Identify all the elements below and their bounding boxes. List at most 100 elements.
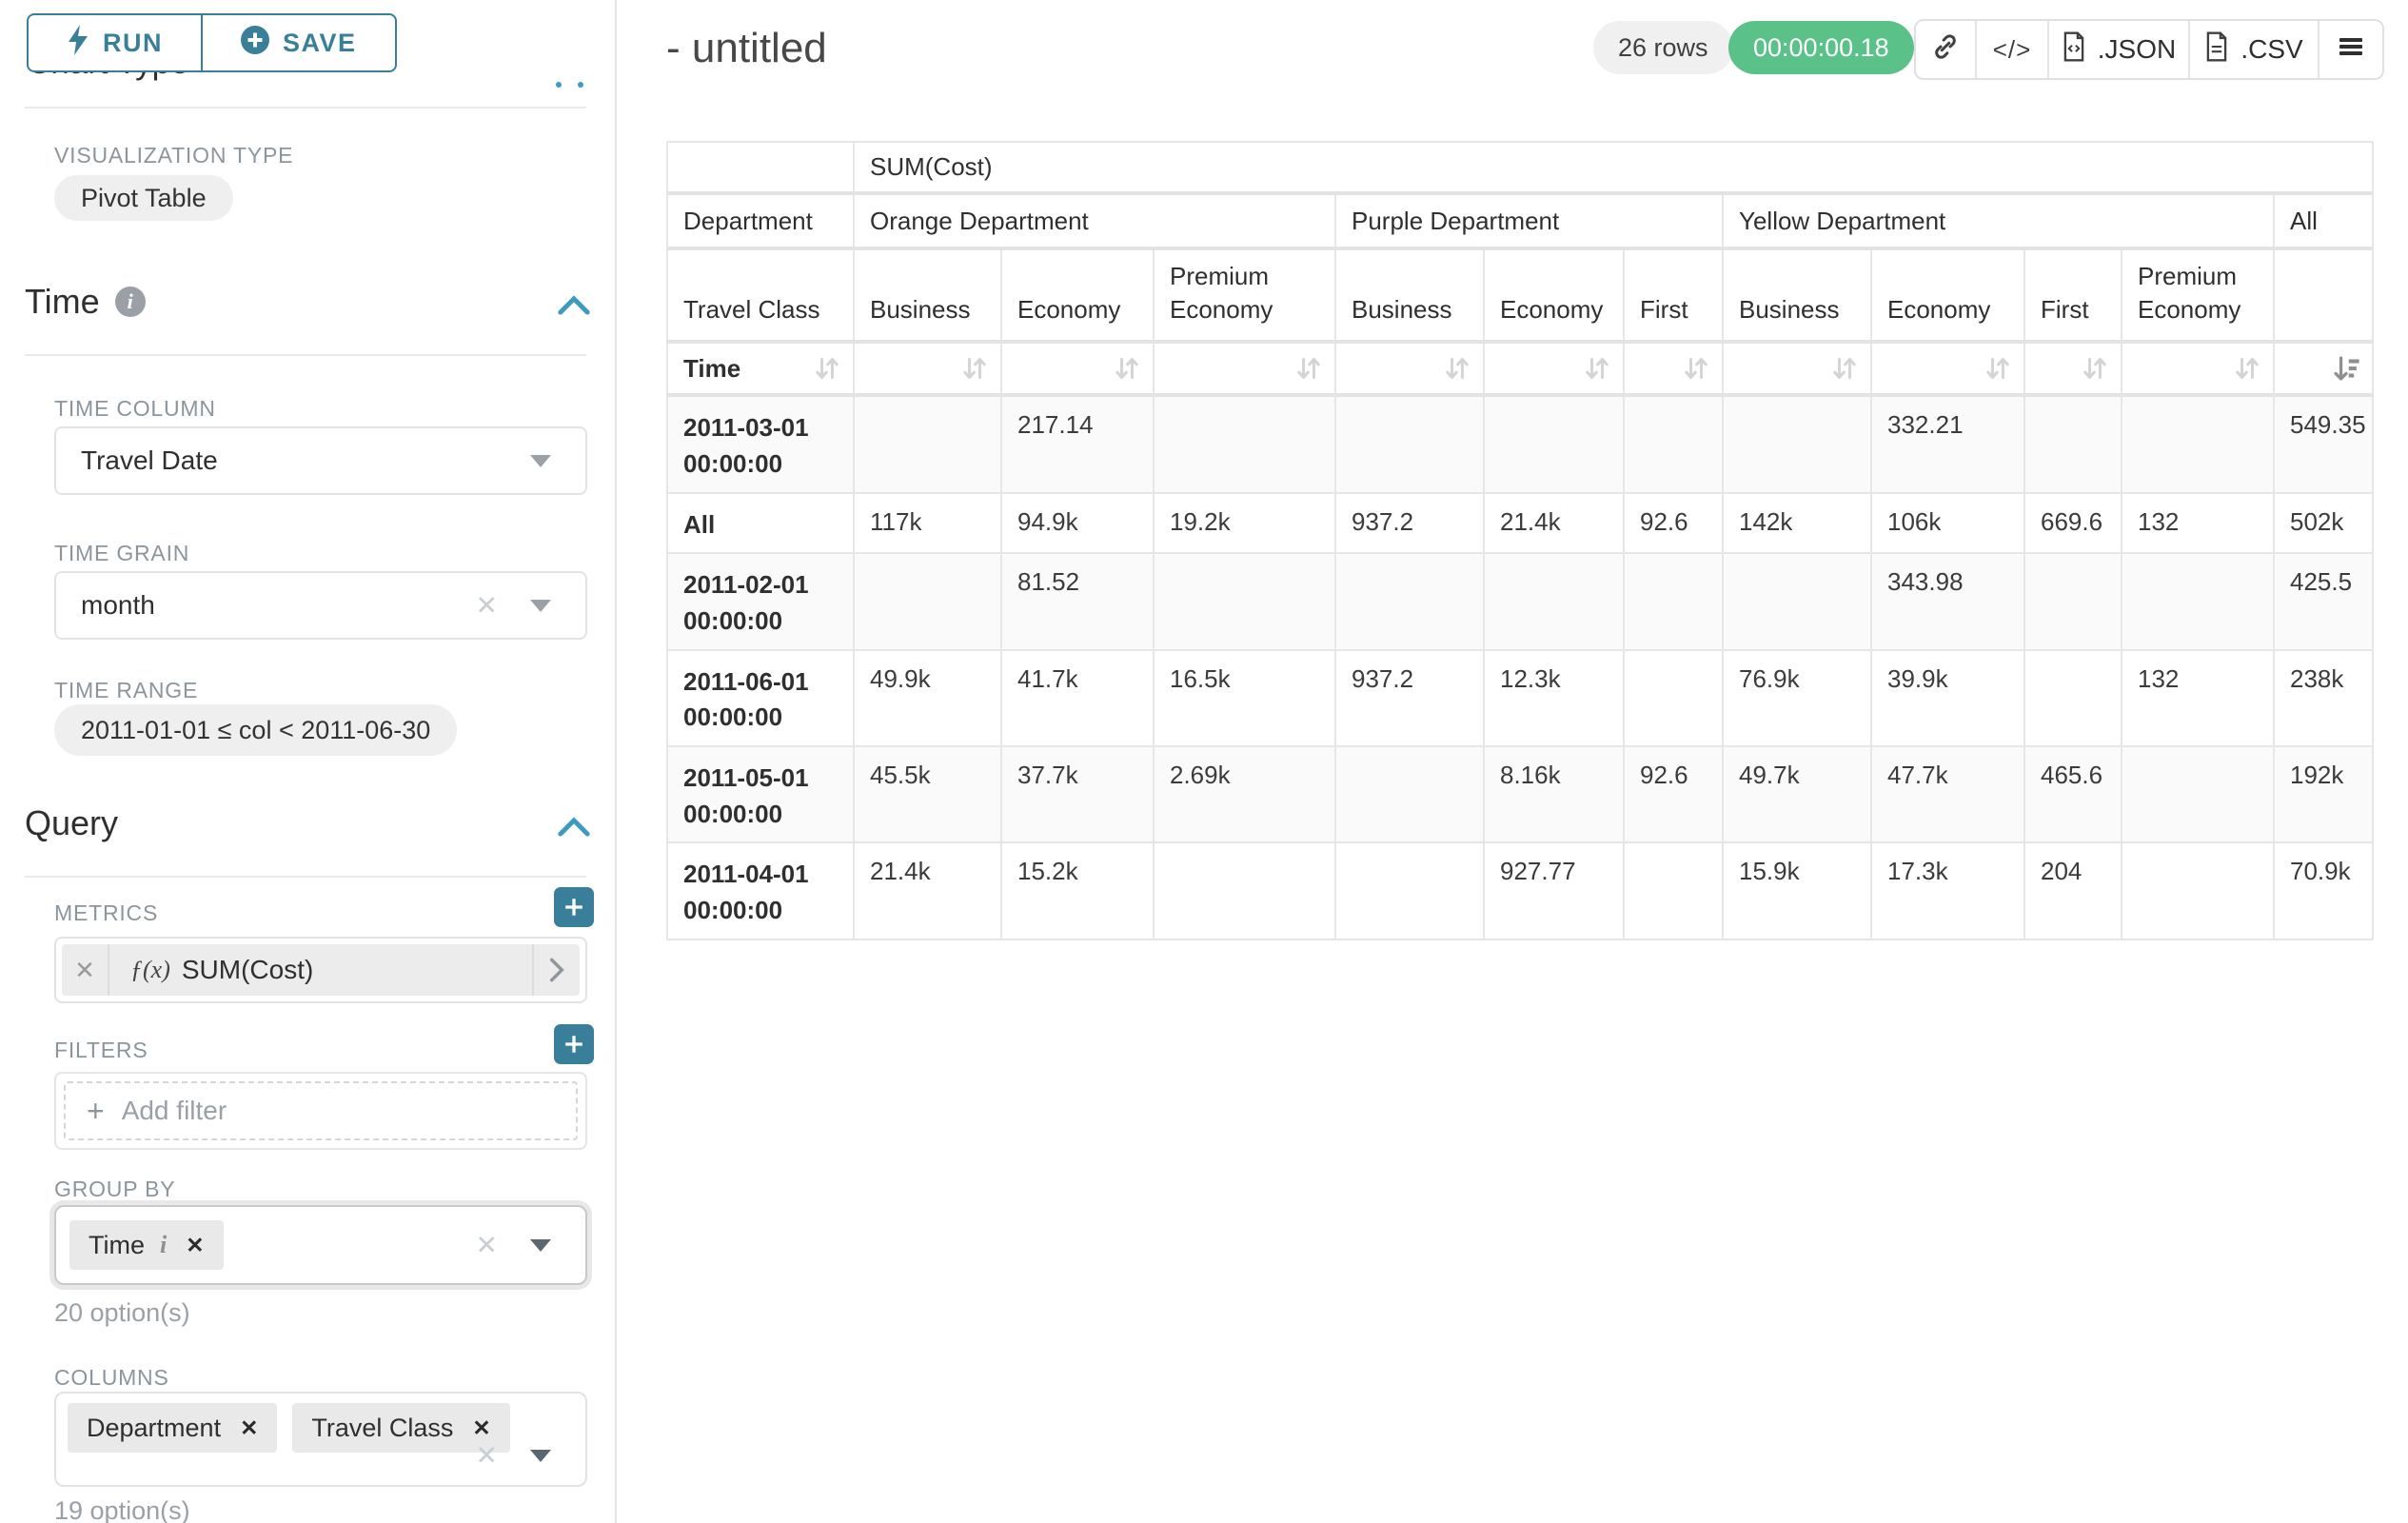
pivot-cell: 92.6 [1624, 493, 1723, 554]
pivot-cell: 332.21 [1871, 395, 2024, 492]
pivot-cell: 37.7k [1001, 746, 1154, 842]
sort-header-row: Time [667, 342, 2373, 395]
column-sort-header[interactable] [854, 342, 1001, 395]
export-csv-label: .CSV [2240, 34, 2302, 65]
remove-metric-icon[interactable]: ✕ [62, 944, 109, 996]
pivot-cell: 192k [2274, 746, 2373, 842]
table-row: 2011-05-01 00:00:0045.5k37.7k2.69k8.16k9… [667, 746, 2373, 842]
pivot-cell [1154, 553, 1335, 649]
row-label: 2011-04-01 00:00:00 [667, 842, 854, 939]
export-json-label: .JSON [2098, 34, 2176, 65]
pivot-cell: 15.9k [1723, 842, 1871, 939]
time-sort-header[interactable]: Time [667, 342, 854, 395]
travel-class-header: Business [1723, 248, 1871, 342]
chevron-right-icon[interactable] [532, 944, 580, 996]
visualization-type-value[interactable]: Pivot Table [54, 175, 233, 221]
pivot-cell: 45.5k [854, 746, 1001, 842]
time-grain-value: month [81, 590, 155, 621]
group-by-select[interactable]: Time i ✕ ✕ [54, 1205, 587, 1285]
share-link-button[interactable] [1916, 21, 1977, 78]
department-group-header: All [2274, 193, 2373, 248]
pivot-cell [1335, 395, 1484, 492]
travel-class-header: Economy [1484, 248, 1624, 342]
time-range-value[interactable]: 2011-01-01 ≤ col < 2011-06-30 [54, 704, 457, 756]
remove-tag-icon[interactable]: ✕ [240, 1415, 258, 1441]
pivot-cell [1335, 746, 1484, 842]
column-sort-header[interactable] [1001, 342, 1154, 395]
travel-class-header-row: Travel ClassBusinessEconomyPremium Econo… [667, 248, 2373, 342]
pivot-table: SUM(Cost)DepartmentOrange DepartmentPurp… [666, 141, 2374, 940]
metric-pill[interactable]: ✕ ƒ(x) SUM(Cost) [62, 944, 580, 996]
column-sort-header[interactable] [1871, 342, 2024, 395]
column-sort-header-active[interactable] [2274, 342, 2373, 395]
clear-icon[interactable]: ✕ [476, 590, 498, 622]
plus-icon: + [87, 1094, 105, 1129]
pivot-cell: 937.2 [1335, 493, 1484, 554]
remove-tag-icon[interactable]: ✕ [186, 1233, 204, 1258]
row-label: 2011-02-01 00:00:00 [667, 553, 854, 649]
column-sort-header[interactable] [1154, 342, 1335, 395]
link-icon [1931, 32, 1960, 68]
pivot-cell: 106k [1871, 493, 2024, 554]
export-json-button[interactable]: .JSON [2049, 21, 2190, 78]
pivot-cell: 669.6 [2024, 493, 2122, 554]
export-toolbar: </> .JSON .CSV [1914, 19, 2384, 80]
pivot-cell: 549.35 [2274, 395, 2373, 492]
pivot-cell: 15.2k [1001, 842, 1154, 939]
row-label: 2011-05-01 00:00:00 [667, 746, 854, 842]
group-by-tag-time: Time i ✕ [69, 1220, 224, 1270]
pivot-cell [2122, 553, 2274, 649]
pivot-cell [2122, 746, 2274, 842]
pivot-cell: 465.6 [2024, 746, 2122, 842]
column-sort-header[interactable] [2024, 342, 2122, 395]
time-grain-label: TIME GRAIN [54, 541, 189, 566]
run-button[interactable]: RUN [27, 13, 202, 72]
pivot-cell: 502k [2274, 493, 2373, 554]
pivot-cell [854, 553, 1001, 649]
column-sort-header[interactable] [2122, 342, 2274, 395]
metric-header-row: SUM(Cost) [667, 142, 2373, 193]
control-panel-sidebar: Chart Type RUN SAVE VISUALIZATION TYPE P… [0, 0, 617, 1523]
more-options-button[interactable] [2319, 21, 2382, 78]
pivot-cell [2122, 395, 2274, 492]
pivot-cell: 94.9k [1001, 493, 1154, 554]
department-header-row: DepartmentOrange DepartmentPurple Depart… [667, 193, 2373, 248]
pivot-table-container: SUM(Cost)DepartmentOrange DepartmentPurp… [666, 141, 2374, 940]
time-grain-select[interactable]: month ✕ [54, 571, 587, 640]
pivot-cell: 19.2k [1154, 493, 1335, 554]
view-query-button[interactable]: </> [1977, 21, 2049, 78]
pivot-cell: 39.9k [1871, 650, 2024, 746]
remove-tag-icon[interactable]: ✕ [472, 1415, 490, 1441]
row-count-badge: 26 rows [1593, 21, 1733, 74]
add-filter-button[interactable]: + Add filter [64, 1081, 578, 1140]
table-row: 2011-06-01 00:00:0049.9k41.7k16.5k937.21… [667, 650, 2373, 746]
pivot-cell: 21.4k [1484, 493, 1624, 554]
pivot-cell [1624, 553, 1723, 649]
row-label: 2011-03-01 00:00:00 [667, 395, 854, 492]
file-text-icon [2204, 31, 2229, 69]
group-by-options-hint: 20 option(s) [54, 1298, 190, 1328]
chevron-up-icon [578, 82, 583, 88]
column-sort-header[interactable] [1624, 342, 1723, 395]
clear-icon[interactable]: ✕ [476, 1230, 498, 1261]
columns-select[interactable]: Department ✕ Travel Class ✕ ✕ [54, 1392, 587, 1487]
column-sort-header[interactable] [1723, 342, 1871, 395]
time-column-select[interactable]: Travel Date [54, 426, 587, 495]
column-sort-header[interactable] [1484, 342, 1624, 395]
add-metric-button[interactable] [554, 887, 594, 927]
pivot-cell: 425.5 [2274, 553, 2373, 649]
pivot-cell: 238k [2274, 650, 2373, 746]
query-timer-badge: 00:00:00.18 [1728, 21, 1914, 74]
chevron-up-icon[interactable] [558, 817, 590, 842]
save-button[interactable]: SAVE [202, 13, 397, 72]
export-csv-button[interactable]: .CSV [2190, 21, 2319, 78]
pivot-cell: 17.3k [1871, 842, 2024, 939]
code-icon: </> [1993, 35, 2032, 65]
add-filter-plus-button[interactable] [554, 1024, 594, 1064]
pivot-cell: 132 [2122, 493, 2274, 554]
column-sort-header[interactable] [1335, 342, 1484, 395]
clear-icon[interactable]: ✕ [476, 1440, 498, 1472]
chevron-up-icon[interactable] [558, 295, 590, 321]
chevron-up-icon [556, 82, 562, 88]
travel-class-header: Premium Economy [2122, 248, 2274, 342]
